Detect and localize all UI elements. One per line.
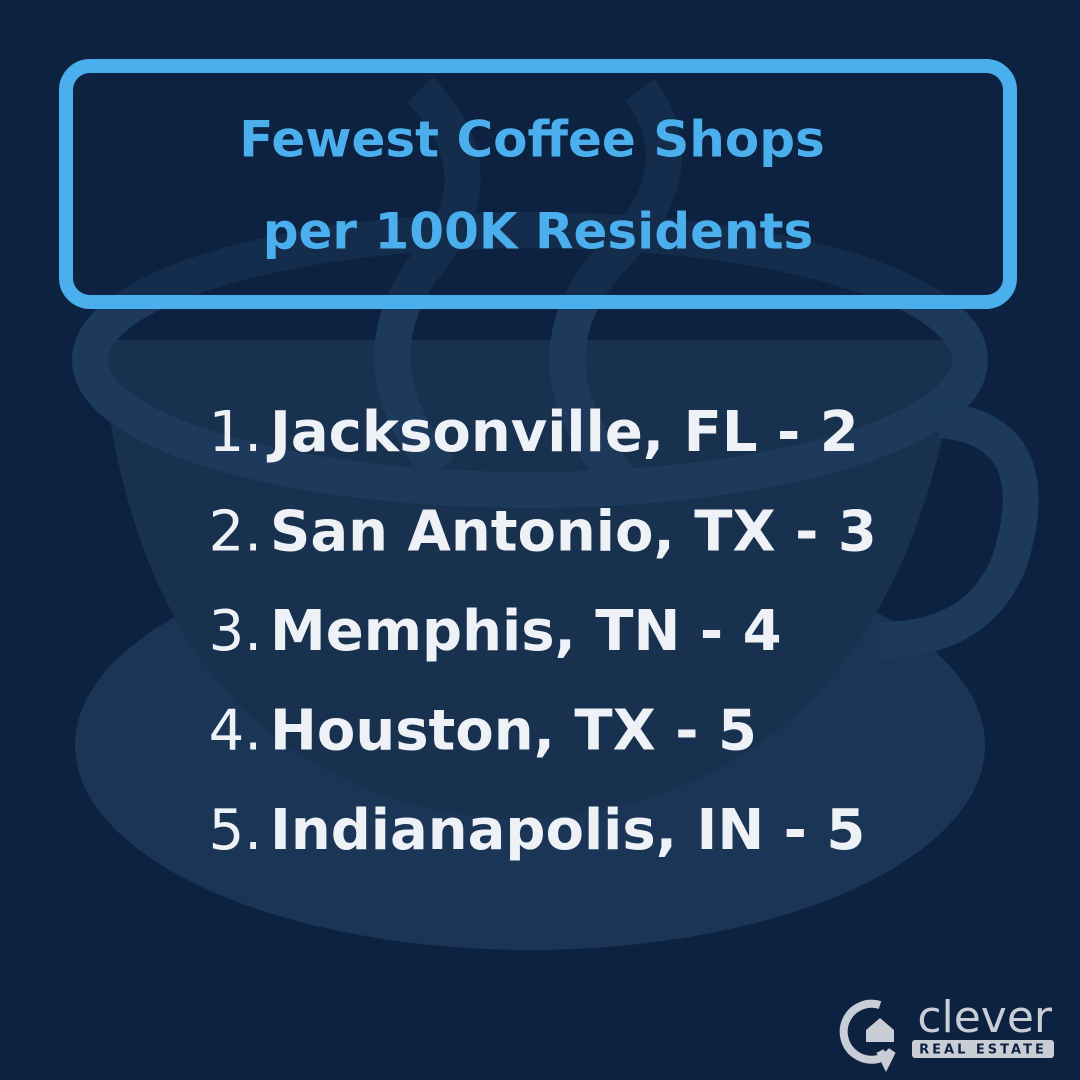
item-text: Houston, TX - 5 [270,699,757,764]
logo-tagline: REAL ESTATE [919,1043,1047,1058]
logo: clever REAL ESTATE [839,992,1054,1072]
item-text: Indianapolis, IN - 5 [270,798,865,863]
item-number: 4. [209,699,262,764]
title-line: per 100K Residents [263,203,814,261]
item-number: 2. [209,500,262,565]
item-text: Memphis, TN - 4 [270,599,782,664]
logo-name: clever [917,992,1053,1043]
logo-house [866,1018,894,1042]
logo-bar [912,1040,1054,1058]
title-box [59,59,1017,309]
item-text: San Antonio, TX - 3 [270,500,877,565]
item-text: Jacksonville, FL - 2 [266,400,859,465]
item-number: 1. [209,400,262,465]
title-line: Fewest Coffee Shops [239,111,825,169]
ranking-list: 1. Jacksonville, FL - 22. San Antonio, TX … [209,400,877,863]
cup-handle [879,402,1039,658]
item-number: 3. [209,599,262,664]
logo-icon [839,999,896,1072]
item-number: 5. [209,798,262,863]
